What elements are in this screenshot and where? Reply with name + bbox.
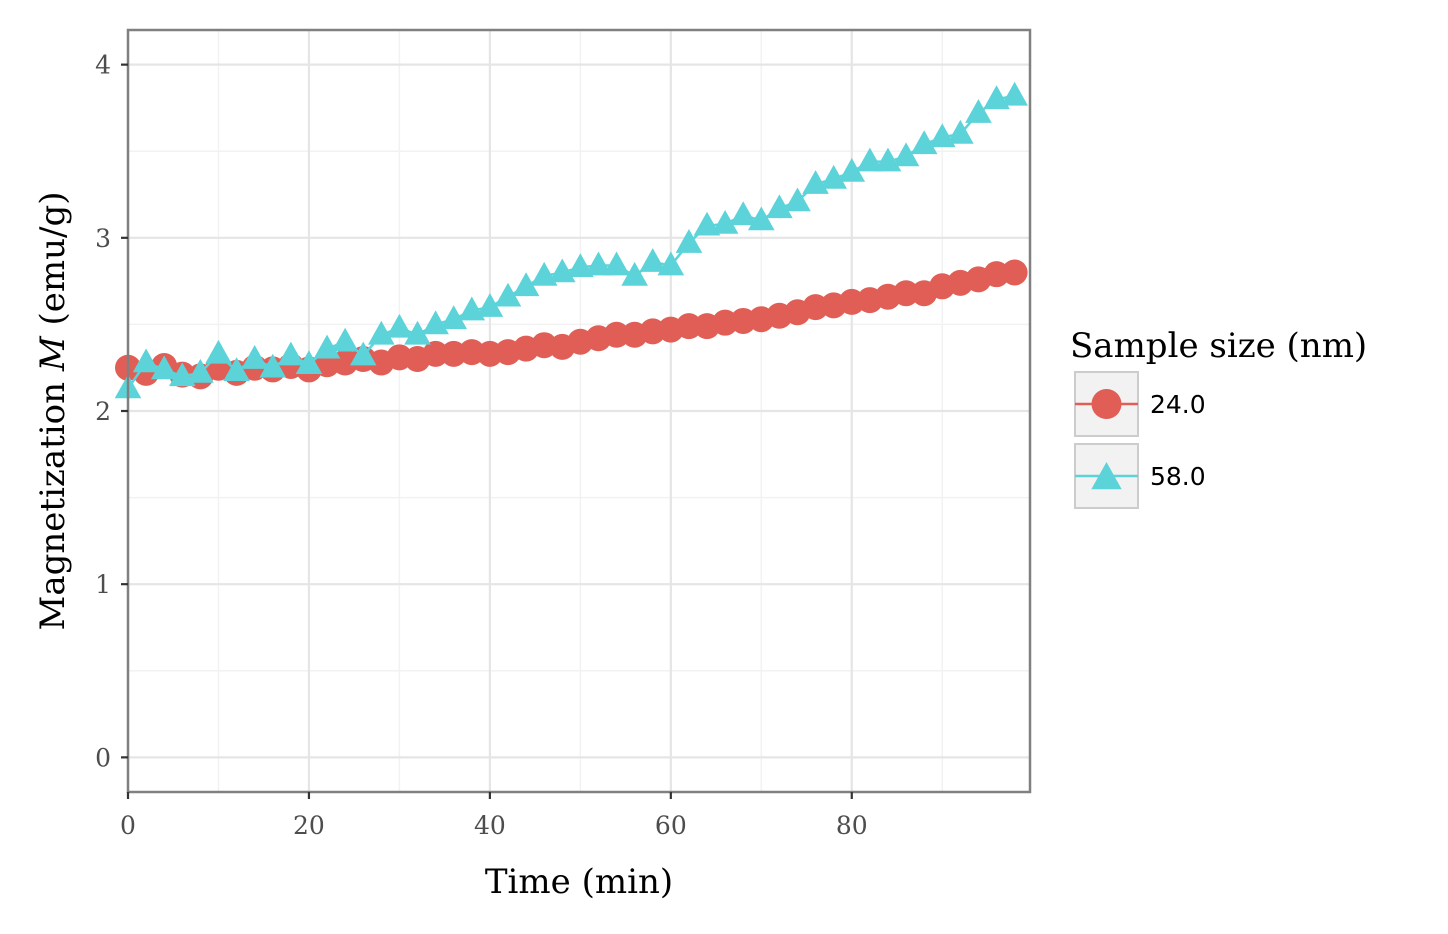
data-point — [893, 280, 920, 307]
data-point — [766, 194, 793, 219]
legend-item: 24.0 — [1074, 371, 1206, 437]
series-layer — [114, 81, 1028, 399]
data-point — [150, 355, 178, 380]
legend-item: 58.0 — [1074, 443, 1206, 509]
data-point — [657, 251, 685, 276]
y-axis-title-part: Magnetization — [33, 371, 73, 630]
data-point — [892, 142, 920, 167]
data-point — [331, 327, 359, 352]
y-tick-label: 4 — [95, 51, 111, 80]
y-axis-title: Magnetization M (emu/g) — [33, 192, 73, 631]
legend-key-marker — [1091, 462, 1122, 490]
data-point — [711, 209, 739, 234]
data-point — [241, 345, 268, 369]
x-tick-label: 0 — [120, 811, 136, 840]
y-tick-label: 1 — [95, 570, 111, 599]
legend: Sample size (nm) 24.0 58.0 — [1070, 326, 1367, 509]
axis-ticks — [121, 63, 853, 799]
data-point — [187, 358, 214, 383]
data-point — [277, 341, 305, 366]
data-point — [259, 353, 287, 378]
data-point — [205, 339, 232, 364]
data-point — [693, 211, 721, 236]
data-point — [856, 147, 884, 172]
y-axis-title-unit: (emu/g) — [33, 192, 73, 337]
data-point — [675, 313, 702, 340]
data-point — [567, 253, 594, 278]
legend-label: 58.0 — [1150, 462, 1206, 491]
data-point — [132, 348, 160, 373]
data-point — [313, 334, 341, 359]
data-point — [820, 164, 847, 189]
data-point — [838, 158, 866, 182]
y-tick-label: 0 — [95, 743, 111, 772]
data-point — [404, 320, 431, 345]
data-point — [621, 261, 648, 286]
data-point — [295, 350, 323, 375]
x-tick-label: 20 — [293, 811, 325, 840]
tick-labels: 0 20 40 60 80 0 1 2 3 4 — [95, 51, 868, 840]
data-point — [368, 320, 395, 345]
data-point — [603, 251, 630, 276]
data-point — [223, 357, 250, 381]
data-point — [440, 305, 467, 330]
data-point — [585, 251, 612, 276]
data-point — [639, 248, 667, 272]
data-point — [675, 229, 703, 253]
legend-key-marker — [1091, 389, 1122, 419]
data-point — [1001, 259, 1028, 286]
x-tick-label: 60 — [655, 811, 687, 840]
x-axis-title: Time (min) — [485, 862, 673, 902]
series-triangle — [114, 81, 1028, 399]
x-tick-label: 80 — [836, 811, 868, 840]
y-tick-label: 2 — [95, 397, 111, 426]
legend-title: Sample size (nm) — [1070, 326, 1367, 366]
data-point — [422, 340, 449, 367]
x-tick-label: 40 — [474, 811, 506, 840]
data-point — [965, 99, 992, 123]
data-point — [784, 187, 811, 212]
data-point — [476, 293, 504, 317]
data-point — [729, 201, 757, 226]
legend-label: 24.0 — [1150, 390, 1206, 419]
major-gridlines — [126, 30, 1030, 792]
data-point — [947, 119, 974, 144]
data-point — [512, 272, 540, 297]
y-axis-title-symbol: M — [33, 335, 73, 372]
data-point — [1001, 81, 1028, 106]
data-point — [349, 341, 377, 366]
data-point — [494, 282, 522, 307]
y-tick-label: 3 — [95, 224, 111, 253]
data-point — [603, 321, 630, 348]
data-point — [747, 206, 775, 231]
data-point — [910, 130, 938, 155]
data-point — [386, 313, 413, 338]
